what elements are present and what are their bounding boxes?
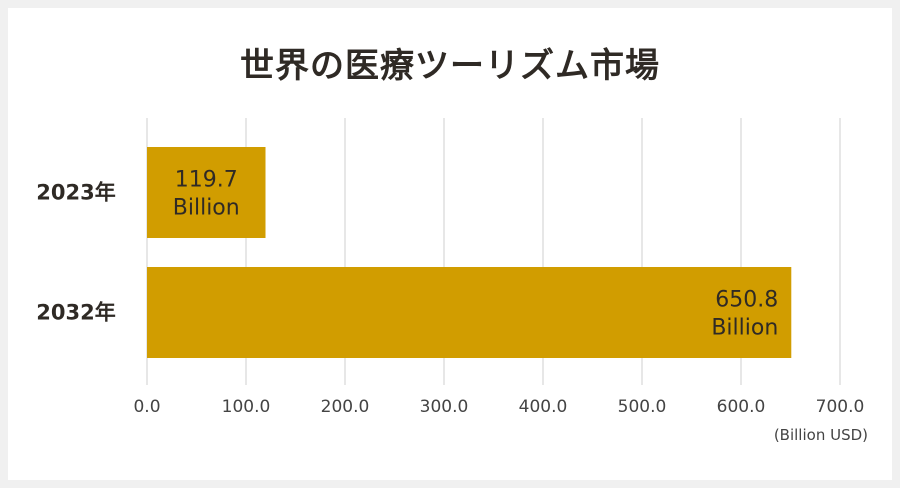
bar [147, 147, 266, 238]
x-tick-label: 0.0 [133, 397, 160, 417]
x-tick-label: 400.0 [519, 397, 568, 417]
data-label-unit: Billion [173, 196, 240, 221]
x-tick-label: 600.0 [717, 397, 766, 417]
data-label-value: 650.8 [715, 288, 778, 313]
bar [147, 267, 792, 358]
category-label: 2032年 [36, 301, 115, 325]
chart-title: 世界の医療ツーリズム市場 [240, 46, 660, 86]
data-label-value: 119.7 [175, 168, 238, 193]
category-label: 2023年 [36, 181, 115, 205]
x-tick-label: 300.0 [420, 397, 469, 417]
x-tick-label: 100.0 [222, 397, 271, 417]
data-label-unit: Billion [711, 316, 778, 341]
unit-label: (Billion USD) [773, 426, 868, 444]
x-tick-label: 200.0 [321, 397, 370, 417]
chart-card [8, 8, 892, 480]
x-tick-label: 700.0 [816, 397, 865, 417]
x-tick-label: 500.0 [618, 397, 667, 417]
